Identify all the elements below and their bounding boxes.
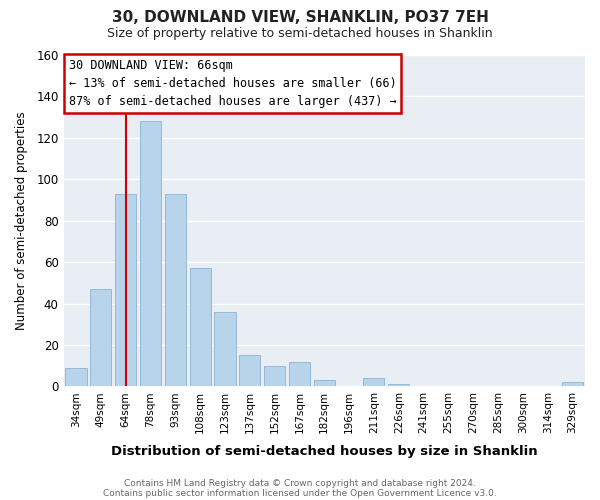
Bar bbox=[165, 194, 186, 386]
Y-axis label: Number of semi-detached properties: Number of semi-detached properties bbox=[15, 112, 28, 330]
Bar bbox=[190, 268, 211, 386]
Bar bbox=[388, 384, 409, 386]
Bar bbox=[115, 194, 136, 386]
Bar bbox=[289, 362, 310, 386]
Text: Size of property relative to semi-detached houses in Shanklin: Size of property relative to semi-detach… bbox=[107, 28, 493, 40]
Text: Contains HM Land Registry data © Crown copyright and database right 2024.: Contains HM Land Registry data © Crown c… bbox=[124, 478, 476, 488]
Bar bbox=[314, 380, 335, 386]
Bar bbox=[214, 312, 236, 386]
Bar bbox=[90, 289, 112, 386]
Text: 30 DOWNLAND VIEW: 66sqm
← 13% of semi-detached houses are smaller (66)
87% of se: 30 DOWNLAND VIEW: 66sqm ← 13% of semi-de… bbox=[68, 59, 396, 108]
Bar bbox=[364, 378, 385, 386]
Bar bbox=[239, 356, 260, 386]
Text: 30, DOWNLAND VIEW, SHANKLIN, PO37 7EH: 30, DOWNLAND VIEW, SHANKLIN, PO37 7EH bbox=[112, 10, 488, 25]
Bar bbox=[140, 122, 161, 386]
Bar bbox=[65, 368, 86, 386]
X-axis label: Distribution of semi-detached houses by size in Shanklin: Distribution of semi-detached houses by … bbox=[111, 444, 538, 458]
Text: Contains public sector information licensed under the Open Government Licence v3: Contains public sector information licen… bbox=[103, 488, 497, 498]
Bar bbox=[264, 366, 285, 386]
Bar bbox=[562, 382, 583, 386]
